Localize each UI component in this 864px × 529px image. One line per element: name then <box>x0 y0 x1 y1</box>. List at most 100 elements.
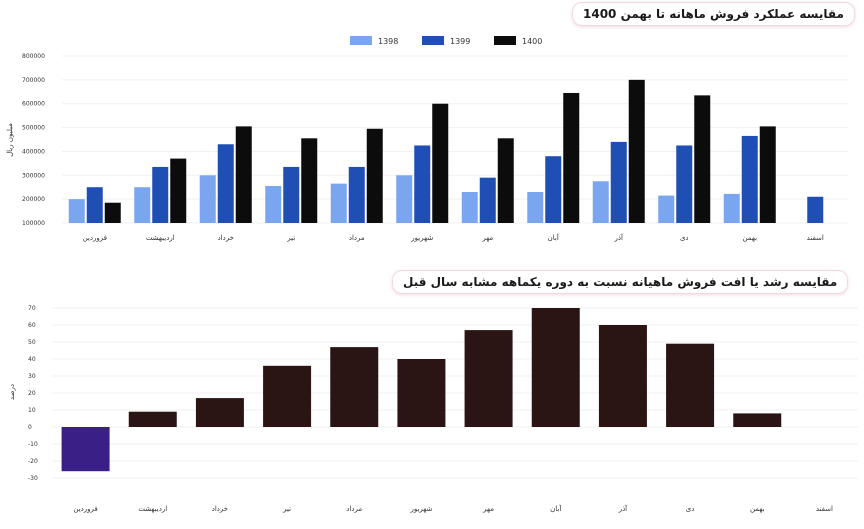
bar-1400 <box>432 103 449 223</box>
bar-1399 <box>86 187 103 223</box>
y-tick-label: 40 <box>28 356 36 363</box>
growth-bar <box>397 359 446 427</box>
bar-1400 <box>563 92 580 223</box>
x-category-label: تیر <box>286 234 295 242</box>
growth-bar <box>330 347 379 427</box>
x-category-label: اسفند <box>816 505 833 513</box>
bar-1398 <box>68 199 85 223</box>
y-tick-label: 400000 <box>22 148 45 155</box>
bar-1399 <box>479 177 496 223</box>
bar-1398 <box>527 191 544 223</box>
x-category-label: فروردین <box>83 234 107 242</box>
x-category-label: شهریور <box>409 505 432 513</box>
y-tick-label: 70 <box>28 305 36 312</box>
bar-1398 <box>461 191 478 223</box>
bar-1398 <box>265 186 282 223</box>
bottom-chart-title: مقایسه رشد یا افت فروش ماهیانه نسبت به د… <box>392 270 849 294</box>
legend-swatch-1399 <box>422 36 444 45</box>
x-category-label: شهریور <box>410 234 433 242</box>
bar-1399 <box>283 166 300 223</box>
y-tick-label: 0 <box>28 424 32 431</box>
y-tick-label: 600000 <box>22 101 45 108</box>
bar-1400 <box>104 202 121 223</box>
bar-1399 <box>217 144 234 223</box>
bar-1400 <box>694 95 711 223</box>
bar-1399 <box>807 196 824 223</box>
bar-1398 <box>199 175 216 223</box>
bar-1399 <box>414 145 431 223</box>
bar-1398 <box>723 193 740 223</box>
monthly-sales-chart: 800000 700000 600000 500000 400000 300000 2000… <box>6 36 848 242</box>
x-category-label: مرداد <box>346 505 362 513</box>
x-category-label: بهمن <box>750 505 765 513</box>
y-tick-label: -10 <box>28 441 38 448</box>
x-category-label: مرداد <box>349 234 365 242</box>
growth-bar <box>263 365 312 427</box>
legend-swatch-1400 <box>494 36 516 45</box>
x-category-label: مهر <box>481 234 493 242</box>
x-category-label: دی <box>686 505 695 513</box>
y-tick-label: 200000 <box>22 196 45 203</box>
x-category-label: اردیبهشت <box>146 234 175 242</box>
top-chart-title: مقایسه عملکرد فروش ماهانه تا بهمن 1400 <box>572 2 855 26</box>
growth-bar <box>598 325 647 427</box>
growth-bar <box>666 343 715 427</box>
bar-1400 <box>759 126 776 223</box>
bar-1399 <box>152 166 169 223</box>
legend-swatch-1398 <box>350 36 372 45</box>
x-category-label: دی <box>680 234 689 242</box>
bar-1400 <box>235 126 252 223</box>
x-category-label: فروردین <box>73 505 97 513</box>
y-tick-label: 30 <box>28 373 36 380</box>
y-tick-label: 700000 <box>22 77 45 84</box>
bar-1399 <box>348 166 365 223</box>
y-tick-label: 60 <box>28 322 36 329</box>
y-tick-label: 50 <box>28 339 36 346</box>
growth-bar <box>464 330 513 427</box>
legend-label-1400: 1400 <box>522 37 542 46</box>
bar-1398 <box>592 181 609 223</box>
x-category-label: آذر <box>614 233 624 242</box>
bar-1398 <box>658 195 675 223</box>
bar-1400 <box>301 138 318 223</box>
bar-1399 <box>610 141 627 223</box>
growth-bar <box>61 427 110 472</box>
growth-bar <box>128 411 177 427</box>
y-tick-label: -30 <box>28 475 38 482</box>
bar-1398 <box>134 187 151 223</box>
y-tick-label: 800000 <box>22 53 45 60</box>
x-category-label: تیر <box>282 505 291 513</box>
x-category-label: خرداد <box>212 505 228 513</box>
growth-bar <box>531 308 580 427</box>
bar-1400 <box>497 138 514 223</box>
legend-label-1399: 1399 <box>450 37 470 46</box>
bar-1400 <box>366 128 383 223</box>
y-tick-label: 300000 <box>22 172 45 179</box>
x-category-label: اسفند <box>807 234 824 242</box>
y-tick-label: 500000 <box>22 125 45 132</box>
bar-1400 <box>628 79 645 223</box>
x-category-label: اردیبهشت <box>138 505 167 513</box>
y-tick-label: -20 <box>28 458 38 465</box>
bar-1398 <box>330 183 347 223</box>
bar-1399 <box>676 145 693 223</box>
x-category-label: آبان <box>550 504 562 513</box>
x-category-label: خرداد <box>218 234 234 242</box>
bar-1399 <box>545 156 562 223</box>
x-category-label: آذر <box>618 504 628 513</box>
bar-1400 <box>170 158 187 223</box>
bar-1399 <box>741 135 758 223</box>
x-category-label: بهمن <box>742 234 757 242</box>
bar-1398 <box>396 175 413 223</box>
growth-bar <box>195 398 244 427</box>
y-tick-label: 10 <box>28 407 36 414</box>
y-tick-label: 20 <box>28 390 36 397</box>
y-axis-title: میلیون ریال <box>6 123 14 157</box>
x-category-label: مهر <box>482 505 494 513</box>
legend-label-1398: 1398 <box>378 37 398 46</box>
growth-bar <box>733 413 782 427</box>
y-axis-title: درصد <box>8 384 16 400</box>
y-tick-label: 100000 <box>22 220 45 227</box>
x-category-label: آبان <box>548 233 560 242</box>
